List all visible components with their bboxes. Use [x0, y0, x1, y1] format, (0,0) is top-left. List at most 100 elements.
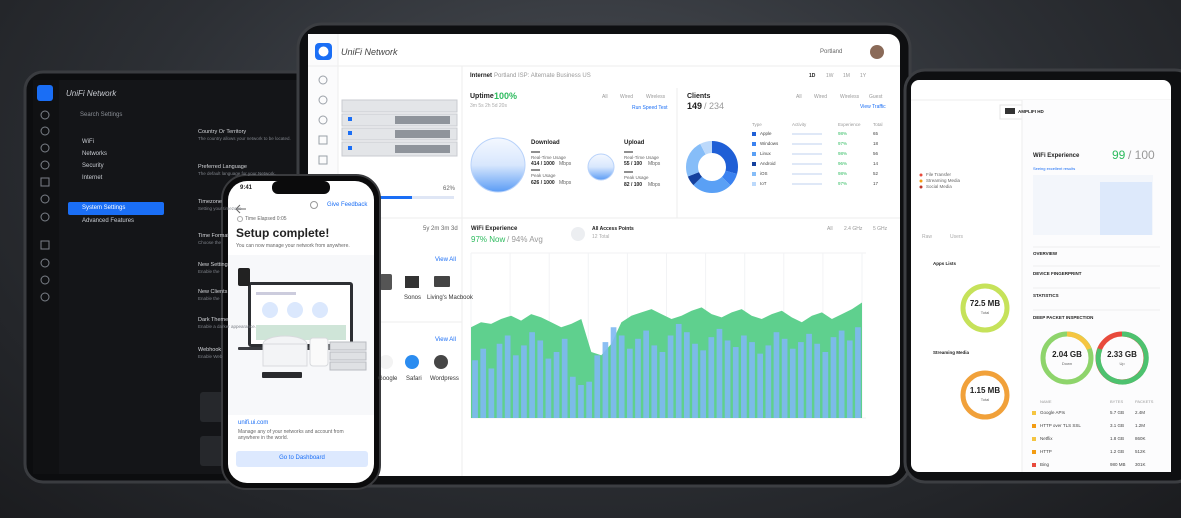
wifi-bar [610, 327, 617, 418]
wifi-bar [569, 376, 576, 418]
wifi-bar [537, 340, 544, 418]
client-total: 14 [873, 161, 879, 166]
filter[interactable]: All [602, 94, 608, 100]
link[interactable]: unifi.ui.com [238, 420, 269, 426]
donut-segment [686, 141, 738, 193]
section[interactable]: DEEP PACKET INSPECTION [1033, 315, 1094, 320]
wifi-bar [773, 332, 780, 418]
band[interactable]: 5 GHz [873, 226, 888, 232]
elapsed: Time Elapsed 0:05 [245, 216, 287, 222]
filter[interactable]: Wired [620, 94, 634, 100]
brand: UniFi Network [66, 89, 117, 98]
legend-swatch [752, 132, 756, 136]
gauge-sub: Total [980, 397, 990, 402]
wifi-area [471, 302, 862, 418]
wifi-bar [529, 332, 535, 418]
wifi-bar [504, 335, 511, 418]
donut-segment [686, 141, 738, 193]
table-cell: 512K [1135, 449, 1146, 454]
wifi-score: 99 [1112, 148, 1126, 162]
view-traffic[interactable]: View Traffic [860, 104, 886, 110]
upload-peak-label: Peak Usage [624, 175, 649, 180]
table-cell: HTTP [1040, 449, 1052, 454]
feedback[interactable]: Give Feedback [327, 202, 368, 208]
donut-segment [686, 141, 738, 193]
dashboard-button[interactable]: Go to Dashboard [279, 455, 325, 461]
client-experience: 98% [838, 171, 848, 176]
wifi-bar [480, 348, 487, 418]
wifi-bar [521, 345, 527, 418]
location[interactable]: Portland [820, 49, 843, 55]
menu-item[interactable]: Internet [82, 175, 103, 181]
view-all[interactable]: View All [435, 257, 456, 263]
client-type: Linux [760, 151, 771, 156]
setting-title: New Setting [198, 262, 228, 268]
setting-title: New Clients [198, 289, 228, 295]
section[interactable]: STATISTICS [1033, 293, 1059, 298]
wifi-bar [512, 355, 519, 418]
legend-item: Streaming Media [926, 178, 961, 183]
wifi-bar [635, 338, 641, 418]
legend-swatch [752, 172, 756, 176]
table-cell: 1.2 GB [1110, 449, 1125, 454]
band[interactable]: All [827, 226, 833, 232]
range[interactable]: 1D [809, 73, 816, 79]
wifi-bar [643, 330, 649, 418]
menu-item[interactable]: Security [82, 163, 104, 169]
search[interactable]: Search Settings [80, 112, 123, 118]
brand: UniFi Network [341, 47, 398, 57]
client-total: 56 [873, 151, 879, 156]
clients-online: 149 [687, 101, 703, 111]
activity-bar [792, 163, 822, 165]
table-cell: 1.2M [1135, 423, 1146, 428]
download-label: Download [531, 140, 560, 146]
setup-subtitle: You can now manage your network from any… [236, 243, 350, 249]
wifi-bar [488, 368, 495, 418]
table-cell: 3.1 GB [1110, 423, 1125, 428]
menu-item-active[interactable]: System Settings [82, 205, 126, 211]
section[interactable]: OVERVIEW [1033, 251, 1058, 256]
band[interactable]: 2.4 GHz [844, 226, 863, 232]
filter[interactable]: All [796, 94, 802, 100]
clients-label: Clients [687, 93, 711, 100]
filter[interactable]: Wired [814, 94, 828, 100]
unit: Mbps [559, 180, 572, 186]
filter[interactable]: Guest [869, 94, 883, 100]
range[interactable]: 1Y [860, 73, 867, 79]
table-header: NAME [1040, 399, 1052, 404]
filter[interactable]: Wireless [646, 94, 666, 100]
menu-item[interactable]: Advanced Features [82, 218, 135, 224]
legend-swatch [752, 152, 756, 156]
menu-item[interactable]: Networks [82, 151, 108, 157]
clients-total: / 234 [704, 101, 725, 111]
wifi-bar [651, 345, 658, 418]
ap-label[interactable]: All Access Points [592, 226, 634, 232]
filter[interactable]: Wireless [840, 94, 860, 100]
tab[interactable]: Raw [922, 234, 933, 240]
client-type: Android [760, 161, 776, 166]
gauge-title: Streaming Media [933, 350, 970, 355]
uptime-value: 100% [494, 91, 518, 101]
wifi-bar [684, 332, 690, 418]
client-type: Windows [760, 141, 779, 146]
client-type: IoT [760, 181, 767, 186]
wifi-bar [667, 335, 674, 418]
legend-swatch [752, 182, 756, 186]
speed-test[interactable]: Run Speed Test [632, 105, 668, 111]
setting-desc: Enable the [198, 296, 220, 301]
wifi-bar [765, 345, 772, 418]
table-header: Experience [838, 122, 861, 127]
table-cell: 1.8 GB [1110, 436, 1125, 441]
range[interactable]: 1W [826, 73, 834, 79]
view-all[interactable]: View All [435, 337, 456, 343]
wifi-bar [626, 348, 633, 418]
table-header: Activity [792, 122, 807, 127]
uptime-label: Uptime [470, 93, 494, 100]
tab[interactable]: Users [950, 234, 964, 240]
menu-item[interactable]: WiFi [82, 139, 94, 145]
unit: Mbps [648, 182, 661, 188]
range[interactable]: 1M [843, 73, 850, 79]
table-cell: HTTP over TLS SSL [1040, 423, 1081, 428]
wifi-bar [798, 342, 804, 418]
section[interactable]: DEVICE FINGERPRINT [1033, 271, 1082, 276]
